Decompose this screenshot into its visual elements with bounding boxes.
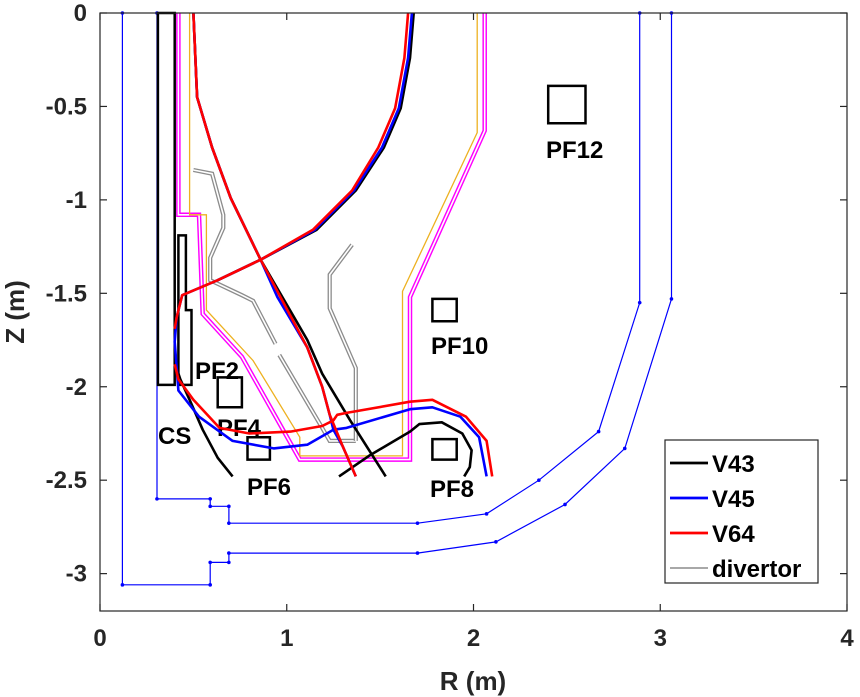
vacuum-vessel-inner-vertex-marker	[208, 504, 212, 509]
vacuum-vessel-outer-vertex-marker	[227, 560, 231, 565]
vacuum-vessel-inner-vertex-marker	[227, 521, 231, 525]
y-tick-label: 0	[74, 0, 87, 27]
vacuum-vessel-inner-vertex-marker	[637, 300, 642, 305]
legend-label-v43: V43	[712, 451, 755, 478]
coil-pf12	[546, 84, 587, 125]
y-tick-label: -0.5	[46, 93, 87, 120]
coil-pf10	[431, 297, 458, 323]
y-tick-label: -1	[66, 187, 87, 214]
vacuum-vessel-inner-vertex-marker	[155, 497, 159, 501]
legend-label-v45: V45	[712, 486, 755, 513]
vacuum-vessel-inner-vertex-marker	[596, 429, 601, 434]
vacuum-vessel-outer-vertex-marker	[494, 540, 498, 544]
vacuum-vessel-outer-vertex-marker	[622, 446, 627, 451]
x-tick-label: 0	[93, 625, 106, 652]
series-v43-line	[217, 13, 415, 282]
y-tick-label: -2.5	[46, 467, 87, 494]
vacuum-vessel-outer-vertex-marker	[227, 551, 231, 555]
coil-label-pf6: PF6	[247, 474, 291, 501]
divertor-plate-gap	[193, 169, 277, 345]
vacuum-vessel-outer-vertex-marker	[563, 502, 567, 507]
legend-label-divertor: divertor	[712, 556, 801, 583]
x-tick-label: 1	[280, 625, 293, 652]
series-v43-line	[338, 420, 473, 478]
coil-label-pf2: PF2	[195, 358, 239, 385]
vacuum-vessel-outer-vertex-marker	[208, 583, 212, 587]
y-tick-label: -2	[66, 374, 87, 401]
vacuum-vessel-outer-vertex-marker	[120, 583, 125, 587]
vacuum-vessel-outer-vertex-marker	[208, 560, 212, 565]
y-axis-label: Z (m)	[0, 280, 30, 344]
coil-pf8	[431, 437, 458, 461]
vacuum-vessel-outer-vertex-marker	[415, 551, 420, 555]
coil-pf6	[246, 435, 272, 461]
legend-label-v64: V64	[712, 521, 755, 548]
series-v64-line	[173, 13, 410, 330]
coil-label-pf10: PF10	[431, 333, 488, 360]
series-v64-line	[173, 363, 494, 477]
vacuum-vessel-inner-vertex-marker	[484, 512, 489, 516]
vacuum-vessel-inner-vertex-marker	[537, 478, 541, 482]
series-v45-line	[173, 13, 488, 477]
coil-label-pf8: PF8	[430, 476, 474, 503]
x-tick-label: 4	[840, 625, 854, 652]
vacuum-vessel-inner-vertex-marker	[415, 521, 420, 525]
first-wall-outline	[176, 13, 487, 462]
x-tick-label: 3	[654, 625, 667, 652]
vacuum-vessel-inner-vertex-marker	[227, 504, 231, 509]
vacuum-vessel-inner-line	[156, 13, 641, 524]
y-tick-label: -1.5	[46, 280, 87, 307]
x-axis-label: R (m)	[440, 666, 506, 696]
coil-pf4	[216, 376, 244, 409]
series-v64-line	[192, 13, 357, 477]
limiter-contour-line	[188, 13, 478, 457]
vacuum-vessel-outer-vertex-marker	[669, 297, 674, 301]
coil-cs	[156, 11, 176, 387]
y-tick-label: -3	[66, 561, 87, 588]
coil-pf2	[177, 234, 193, 387]
divertor-plate-gap	[328, 244, 357, 441]
vacuum-vessel-inner-vertex-marker	[208, 497, 212, 501]
coil-label-cs: CS	[158, 423, 191, 450]
coil-label-pf12: PF12	[546, 137, 603, 164]
x-tick-label: 2	[467, 625, 480, 652]
vacuum-vessel-outer-line	[121, 13, 673, 586]
